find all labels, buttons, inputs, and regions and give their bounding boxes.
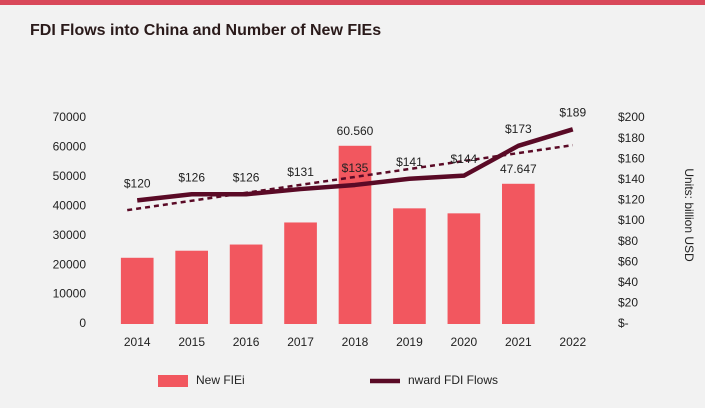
- y-tick-label: 30000: [53, 228, 87, 242]
- y-tick-label: 20000: [53, 257, 87, 271]
- y2-tick-label: $60: [618, 254, 638, 268]
- line-value-label: $141: [396, 155, 423, 169]
- bar: [229, 244, 263, 324]
- x-tick-label: 2016: [233, 335, 260, 349]
- chart-title: FDI Flows into China and Number of New F…: [30, 22, 381, 39]
- bar: [338, 145, 372, 324]
- y-tick-label: 70000: [53, 110, 87, 124]
- top-band: [0, 0, 705, 5]
- bar: [175, 250, 208, 324]
- x-tick-label: 2022: [559, 335, 586, 349]
- bar-value-label: 47.647: [500, 162, 537, 176]
- line-value-label: $126: [233, 170, 260, 184]
- y2-tick-label: $120: [618, 193, 645, 207]
- y-tick-label: 60000: [53, 140, 87, 154]
- y2-tick-label: $180: [618, 131, 645, 145]
- y2-tick-label: $100: [618, 213, 645, 227]
- line-value-label: $173: [505, 122, 532, 136]
- y-tick-label: 40000: [53, 198, 87, 212]
- line: [136, 127, 574, 203]
- y-tick-label: 10000: [53, 287, 87, 301]
- line-value-label: $135: [342, 161, 369, 175]
- y2-tick-label: $200: [618, 110, 645, 124]
- y-tick-label: 50000: [53, 169, 87, 183]
- y2-tick-label: $160: [618, 151, 645, 165]
- bar: [447, 213, 481, 324]
- trend-line: [127, 143, 573, 212]
- x-tick-label: 2014: [124, 335, 151, 349]
- bar: [120, 257, 154, 324]
- x-tick-label: 2017: [287, 335, 314, 349]
- line-value-label: $144: [451, 152, 478, 166]
- bar: [502, 183, 535, 324]
- bar: [284, 222, 317, 324]
- y2-tick-label: $-: [618, 316, 629, 330]
- y2-tick-label: $20: [618, 296, 638, 310]
- line-value-label: $131: [287, 165, 314, 179]
- line-value-label: $120: [124, 177, 151, 191]
- line-value-label: $189: [559, 106, 586, 120]
- bar: [393, 208, 426, 324]
- line-value-label: $126: [178, 170, 205, 184]
- y2-tick-label: $140: [618, 172, 645, 186]
- y2-tick-label: $40: [618, 275, 638, 289]
- bar-value-label: 60.560: [337, 124, 374, 138]
- legend-label: nward FDI Flows: [408, 373, 498, 387]
- x-tick-label: 2018: [342, 335, 369, 349]
- x-tick-label: 2019: [396, 335, 423, 349]
- y2-tick-label: $80: [618, 234, 638, 248]
- legend-swatch: [158, 375, 188, 387]
- x-tick-label: 2015: [178, 335, 205, 349]
- x-tick-label: 2021: [505, 335, 532, 349]
- legend-label: New FIEi: [196, 373, 245, 387]
- x-tick-label: 2020: [451, 335, 478, 349]
- y-tick-label: 0: [79, 316, 86, 330]
- y2-axis-label: Units: billion USD: [682, 168, 696, 262]
